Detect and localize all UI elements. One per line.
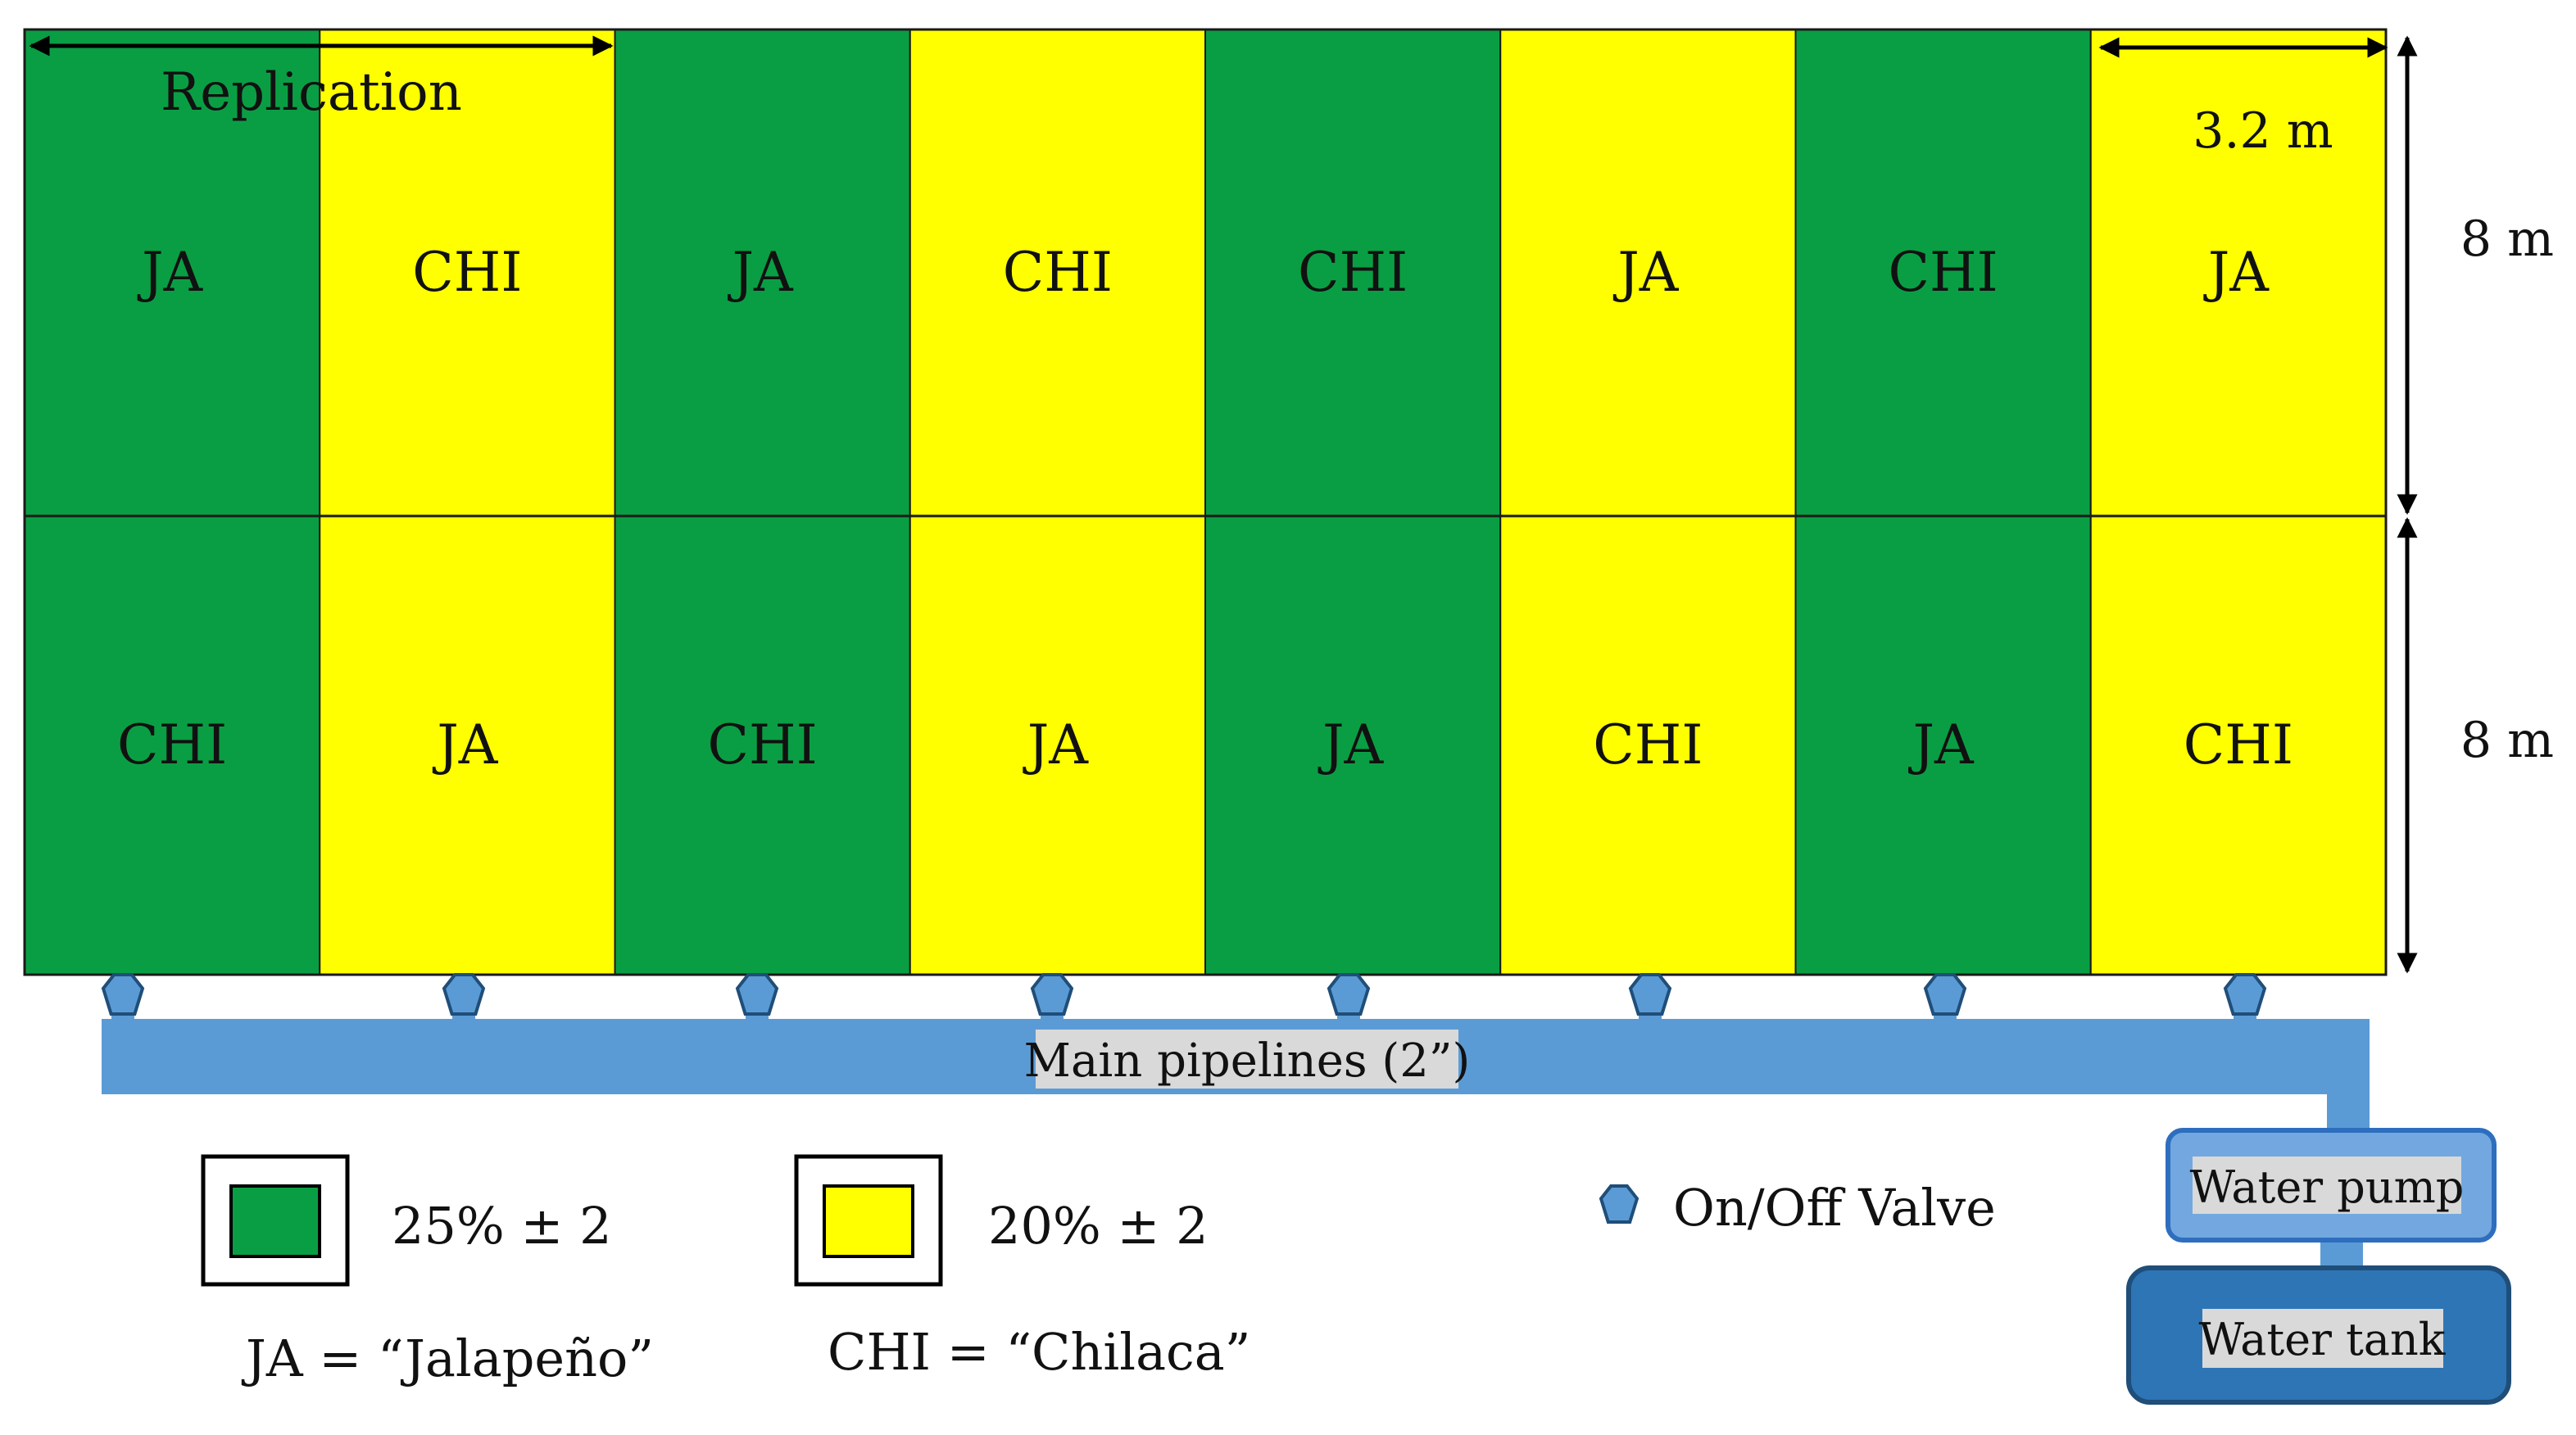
plot-label: CHI [117, 713, 227, 776]
plot-label: JA [137, 241, 203, 304]
water-tank-label-background [2202, 1309, 2443, 1368]
legend-valve-label: On/Off Valve [1673, 1178, 1996, 1238]
plot-label: CHI [1003, 241, 1113, 304]
plot-width-label: 3.2 m [2193, 102, 2333, 160]
plot-cell [1794, 29, 2092, 517]
valve-icon [1030, 973, 1074, 1016]
plot-cell [1204, 29, 1502, 517]
plot-cell [1794, 515, 2092, 976]
plot-label: CHI [2184, 713, 2293, 776]
legend-green-swatch [229, 1184, 321, 1258]
plot-cell [319, 29, 616, 517]
plot-label: CHI [1593, 713, 1703, 776]
plot-label: JA [1612, 241, 1679, 304]
legend-yellow-swatch [823, 1184, 914, 1258]
plot-cell [2089, 515, 2387, 976]
plot-label: CHI [1889, 241, 1998, 304]
plot-cell [1499, 515, 1797, 976]
plot-cell [1499, 29, 1797, 517]
plot-cell [319, 515, 616, 976]
plot-label: CHI [412, 241, 522, 304]
legend: 25% ± 2 20% ± 2 On/Off Valve JA = “Jalap… [201, 1154, 1996, 1388]
valve-icon [442, 973, 486, 1016]
valve-icon [101, 973, 145, 1016]
pipeline-to-pump [2327, 1019, 2370, 1137]
legend-ja-definition: JA = “Jalapeño” [241, 1329, 654, 1388]
valve-icon [1923, 973, 1967, 1016]
plot-label: JA [432, 713, 498, 776]
plot-label: JA [728, 241, 794, 304]
valve-icon [735, 973, 779, 1016]
plot-cell [24, 29, 321, 517]
plot-cell [24, 515, 321, 976]
row1-height-label: 8 m [2460, 210, 2554, 268]
valve-icon [1327, 973, 1371, 1016]
valve-icon [1628, 973, 1672, 1016]
plot-cell [909, 29, 1206, 517]
water-pump-label: Water pump [2190, 1161, 2465, 1213]
pipeline-label: Main pipelines (2”) [1024, 1034, 1471, 1088]
plot-label: CHI [708, 713, 818, 776]
valve-icon [1599, 1184, 1639, 1224]
water-tank: Water tank [2126, 1265, 2511, 1405]
legend-yellow-value: 20% ± 2 [988, 1196, 1209, 1256]
plot-label: JA [1317, 713, 1384, 776]
water-pump: Water pump [2166, 1128, 2497, 1243]
field-grid: JA CHI JA CHI CHI JA CHI JA CHI JA CHI JA JA CHI JA CHI [23, 28, 2388, 976]
plot-label: JA [2203, 241, 2270, 304]
valve-row [101, 973, 2267, 1016]
water-pump-label-background [2193, 1157, 2461, 1214]
row2-height-label: 8 m [2460, 712, 2554, 769]
pipeline-label-background [1036, 1030, 1458, 1089]
valve-icon [1599, 1184, 1639, 1224]
plot-cell [614, 515, 911, 976]
plot-label: JA [1908, 713, 1975, 776]
water-tank-label: Water tank [2198, 1314, 2446, 1365]
legend-green-value: 25% ± 2 [392, 1196, 612, 1256]
plot-label: JA [1023, 713, 1089, 776]
plot-cell [909, 515, 1206, 976]
field-border [23, 28, 2388, 976]
valve-icon [2223, 973, 2267, 1016]
replication-label: Replication [161, 62, 462, 123]
plot-cell [1204, 515, 1502, 976]
plot-label: CHI [1298, 241, 1408, 304]
legend-chi-definition: CHI = “Chilaca” [828, 1322, 1250, 1382]
plot-cell [2089, 29, 2387, 517]
plot-cell [614, 29, 911, 517]
